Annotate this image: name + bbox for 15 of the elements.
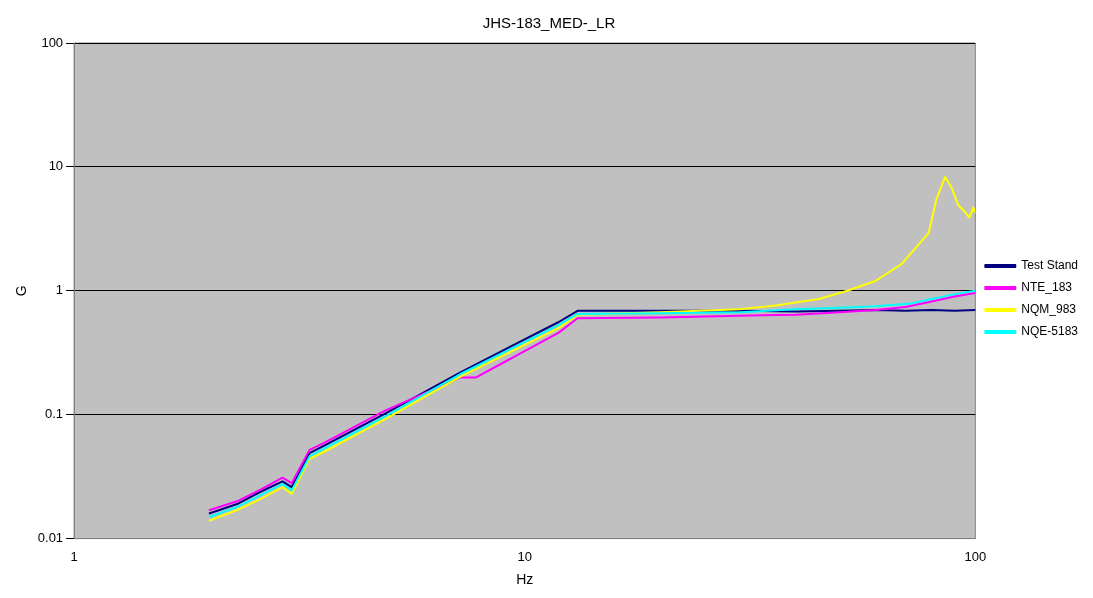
x-axis-title: Hz — [516, 571, 534, 588]
y-tick-label: 1 — [55, 282, 64, 298]
y-tick-label: 0.1 — [45, 406, 64, 422]
y-tick-label: 100 — [41, 34, 64, 50]
x-tick-label: 100 — [964, 548, 987, 564]
legend-label: NQM_983 — [1021, 302, 1077, 317]
legend-label: NTE_183 — [1021, 280, 1073, 295]
chart-title: JHS-183_MED-_LR — [482, 14, 616, 32]
y-tick-label: 10 — [48, 158, 64, 174]
y-axis-title: G — [13, 285, 30, 297]
legend-label: Test Stand — [1021, 258, 1078, 273]
x-tick-label: 1 — [70, 548, 78, 564]
y-tick-label: 0.01 — [37, 530, 64, 546]
x-tick-label: 10 — [517, 548, 532, 564]
legend-label: NQE-5183 — [1021, 324, 1079, 339]
